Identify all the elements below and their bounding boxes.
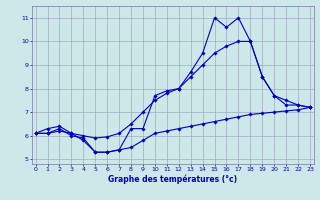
X-axis label: Graphe des températures (°c): Graphe des températures (°c) [108,174,237,184]
